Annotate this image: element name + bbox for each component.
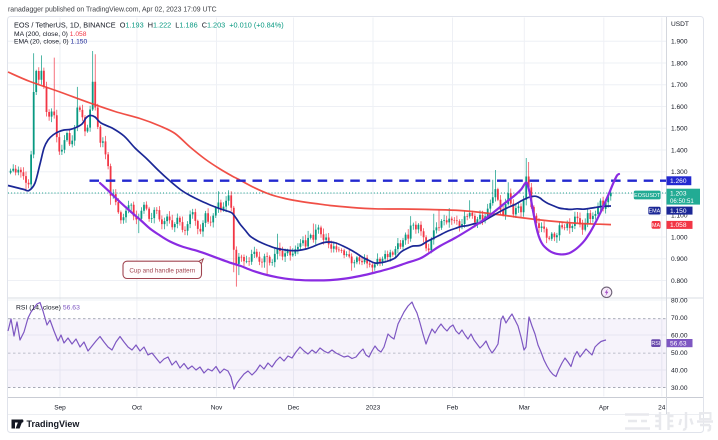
svg-text:56.63: 56.63: [670, 340, 687, 347]
svg-text:1.260: 1.260: [670, 178, 687, 185]
svg-text:30.00: 30.00: [671, 385, 688, 392]
svg-text:1.500: 1.500: [671, 126, 688, 133]
svg-text:0.800: 0.800: [671, 278, 688, 285]
svg-text:1.900: 1.900: [671, 39, 688, 46]
svg-text:06:50:51: 06:50:51: [670, 198, 694, 205]
svg-text:Oct: Oct: [132, 405, 142, 412]
svg-text:1.800: 1.800: [671, 60, 688, 67]
svg-text:80.00: 80.00: [671, 297, 688, 304]
svg-text:1.058: 1.058: [670, 222, 687, 229]
svg-text:70.00: 70.00: [671, 315, 688, 322]
svg-text:Dec: Dec: [288, 405, 300, 412]
svg-text:RSI (14, close) 56.63: RSI (14, close) 56.63: [16, 304, 80, 311]
svg-text:40.00: 40.00: [671, 367, 688, 374]
svg-text:1.400: 1.400: [671, 147, 688, 154]
svg-text:1.600: 1.600: [671, 104, 688, 111]
svg-text:1.700: 1.700: [671, 82, 688, 89]
svg-text:2023: 2023: [366, 405, 381, 412]
svg-text:24: 24: [658, 405, 666, 412]
svg-text:Sep: Sep: [54, 405, 66, 412]
svg-text:TradingView: TradingView: [27, 419, 81, 429]
svg-text:Mar: Mar: [519, 405, 531, 412]
svg-text:1.300: 1.300: [671, 169, 688, 176]
svg-text:RSI: RSI: [651, 341, 660, 347]
svg-text:MA (200, close, 0) 1.058: MA (200, close, 0) 1.058: [14, 31, 87, 38]
svg-text:EMA: EMA: [649, 209, 661, 215]
svg-text:1.000: 1.000: [671, 234, 688, 241]
svg-text:1.203: 1.203: [670, 191, 687, 198]
svg-text:EOSUSDT: EOSUSDT: [634, 193, 661, 199]
svg-text:USDT: USDT: [671, 21, 689, 28]
svg-text:Feb: Feb: [447, 405, 459, 412]
svg-text:Nov: Nov: [211, 405, 223, 412]
svg-text:Apr: Apr: [599, 405, 610, 412]
svg-text:50.00: 50.00: [671, 350, 688, 357]
svg-text:0.900: 0.900: [671, 256, 688, 263]
svg-text:ranadagger published on Tradin: ranadagger published on TradingView.com,…: [8, 7, 217, 14]
svg-text:EOS / TetherUS, 1D, BINANCE O: EOS / TetherUS, 1D, BINANCE O1.193 H1.22…: [14, 21, 284, 30]
svg-text:60.00: 60.00: [671, 332, 688, 339]
svg-text:EMA (20, close, 0) 1.150: EMA (20, close, 0) 1.150: [14, 38, 88, 45]
svg-text:1.100: 1.100: [671, 213, 688, 220]
svg-text:MA: MA: [652, 223, 660, 229]
svg-text:Cup and handle pattern: Cup and handle pattern: [129, 268, 195, 275]
svg-text:1.150: 1.150: [670, 208, 687, 215]
